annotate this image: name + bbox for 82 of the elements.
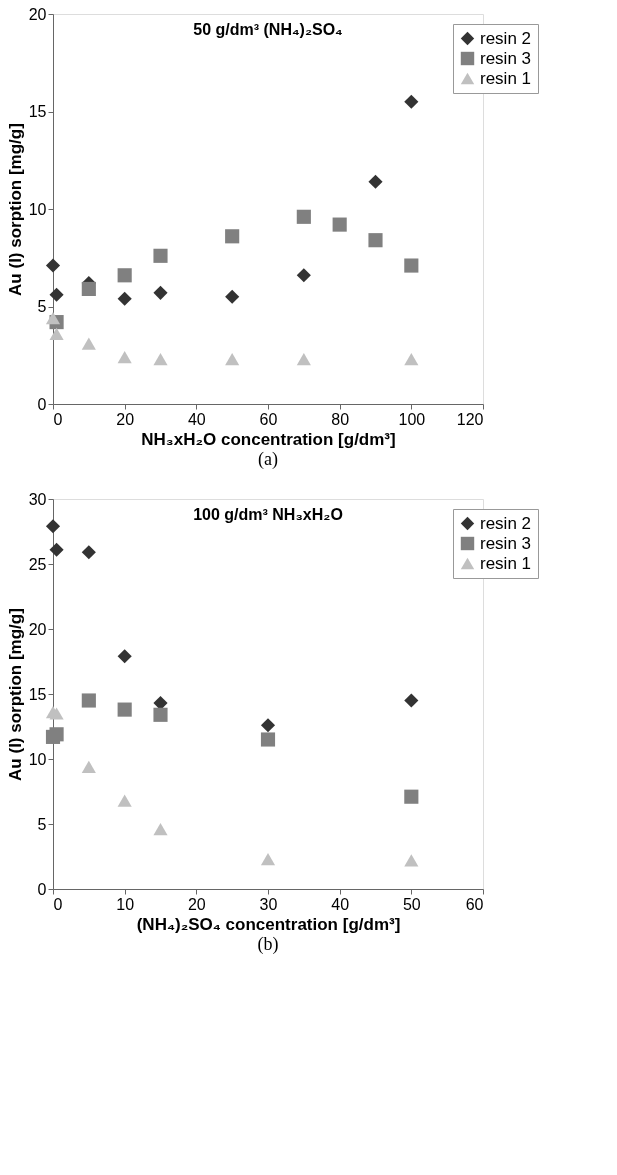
point	[45, 312, 61, 325]
point	[117, 702, 132, 717]
y-tick-label: 15	[28, 685, 47, 703]
point	[45, 258, 61, 273]
point	[368, 174, 383, 189]
x-tick-label: 40	[187, 410, 206, 428]
point	[117, 268, 132, 283]
point	[225, 353, 240, 366]
point	[117, 291, 132, 306]
x-tick-label: 120	[456, 410, 484, 428]
x-tick-label: 60	[259, 410, 278, 428]
x-tick-label: 60	[465, 895, 484, 913]
y-tick-label: 5	[37, 298, 47, 315]
point	[81, 337, 96, 350]
y-tick-label: 10	[28, 750, 47, 768]
point	[404, 353, 419, 366]
y-tick-label: 20	[28, 5, 47, 23]
y-tick-label: 25	[28, 555, 47, 573]
y-tick-label: 0	[37, 395, 47, 413]
legend-label: resin 3	[480, 533, 532, 553]
x-tick-label: 80	[331, 410, 350, 428]
point	[49, 707, 64, 720]
y-tick-label: 20	[28, 620, 47, 638]
x-tick-label: 50	[402, 895, 421, 913]
point	[81, 693, 96, 708]
point	[404, 854, 419, 867]
point	[49, 542, 64, 557]
chart-title: 50 g/dm³ (NH₄)₂SO₄	[193, 21, 343, 38]
y-tick-label: 10	[28, 200, 47, 218]
point	[368, 233, 383, 248]
y-axis-title: Au (I) sorption [mg/g]	[5, 123, 25, 296]
chart-title: 100 g/dm³ NH₃xH₂O	[193, 506, 343, 523]
y-axis-title: Au (I) sorption [mg/g]	[5, 608, 25, 781]
y-tick-label: 0	[37, 880, 47, 898]
point	[45, 519, 61, 534]
point	[225, 289, 240, 304]
point	[81, 281, 96, 297]
point	[404, 789, 419, 804]
point	[296, 209, 311, 224]
x-tick-label: 40	[331, 895, 350, 913]
point	[332, 217, 347, 232]
legend-label: resin 1	[480, 553, 532, 573]
x-tick-label: 30	[259, 895, 278, 913]
point	[117, 649, 132, 664]
point	[404, 258, 419, 273]
point	[49, 287, 64, 302]
legend-label: resin 2	[480, 28, 532, 48]
x-tick-label: 10	[116, 895, 135, 913]
y-tick-label: 30	[28, 490, 47, 508]
point	[81, 545, 96, 560]
point	[260, 718, 276, 733]
x-tick-label: 20	[187, 895, 206, 913]
text: (b)	[257, 934, 279, 955]
point	[49, 727, 64, 742]
x-axis-title: (NH₄)₂SO₄ concentration [g/dm³]	[136, 914, 401, 934]
point	[404, 693, 419, 708]
point	[260, 732, 276, 747]
point	[153, 248, 168, 263]
legend-label: resin 2	[480, 513, 532, 533]
point	[296, 268, 311, 283]
point	[153, 353, 168, 366]
x-tick-label: 0	[53, 410, 63, 428]
point	[225, 229, 240, 244]
point	[153, 823, 168, 836]
y-tick-label: 5	[37, 815, 47, 833]
x-tick-label: 100	[398, 410, 426, 428]
legend-label: resin 1	[480, 68, 532, 88]
text: (a)	[258, 449, 278, 470]
point	[260, 852, 276, 866]
point	[404, 94, 419, 109]
point	[153, 707, 168, 722]
x-tick-label: 0	[53, 895, 63, 913]
x-axis-title: NH₃xH₂O concentration [g/dm³]	[141, 429, 396, 449]
point	[49, 327, 64, 340]
x-tick-label: 20	[116, 410, 135, 428]
point	[117, 351, 132, 364]
point	[81, 760, 96, 773]
point	[117, 794, 132, 807]
point	[296, 353, 311, 366]
point	[153, 285, 168, 300]
legend-label: resin 3	[480, 48, 532, 68]
y-tick-label: 15	[28, 103, 47, 120]
